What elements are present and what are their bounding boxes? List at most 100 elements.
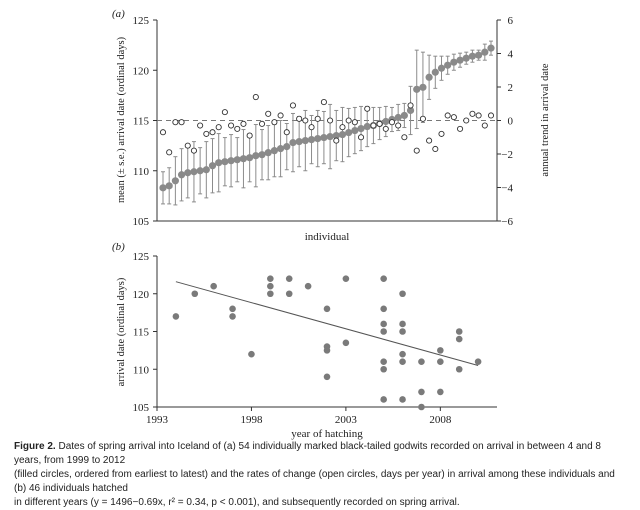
hatch-year-point <box>455 328 463 335</box>
annual-trend-point <box>197 122 204 129</box>
right-y-tick-label: 0 <box>508 116 514 128</box>
annual-trend-point <box>370 122 377 129</box>
mean-arrival-point <box>159 184 167 192</box>
annual-trend-point <box>457 125 464 132</box>
mean-arrival-point <box>450 58 458 66</box>
mean-arrival-point <box>171 177 179 185</box>
panel-b: (b) 105 110 115 120 125 1993 1998 2003 2008 yea… <box>112 241 497 440</box>
y-tick-label: 120 <box>133 289 150 301</box>
annual-trend-point <box>320 99 327 106</box>
mean-arrival-point <box>289 139 297 147</box>
annual-trend-point <box>475 112 482 119</box>
mean-arrival-point <box>227 157 235 165</box>
caption-line-2: (filled circles, ordered from earliest t… <box>14 469 615 494</box>
annual-trend-point <box>469 110 476 117</box>
annual-trend-point <box>407 102 414 109</box>
mean-arrival-point <box>264 149 272 157</box>
mean-arrival-point <box>320 133 328 142</box>
mean-arrival-point <box>202 166 210 174</box>
annual-trend-point <box>333 137 340 144</box>
mean-arrival-point <box>431 68 439 76</box>
mean-arrival-point <box>295 138 303 146</box>
mean-arrival-point <box>468 52 477 60</box>
annual-trend-point <box>228 122 235 129</box>
annual-trend-point <box>296 115 303 122</box>
annual-trend-point <box>401 134 408 141</box>
annual-trend-point <box>289 102 297 109</box>
mean-arrival-point <box>165 182 173 190</box>
annual-trend-point <box>444 112 451 119</box>
mean-arrival-point <box>400 111 408 120</box>
hatch-year-point <box>418 358 425 366</box>
mean-arrival-point <box>221 158 229 166</box>
hatch-year-point <box>191 290 199 298</box>
hatch-year-point <box>399 358 406 366</box>
y-tick-label: 125 <box>133 251 150 263</box>
right-y-tick-label: 6 <box>508 15 514 27</box>
hatch-year-point <box>285 290 293 298</box>
x-tick-label: 2003 <box>335 414 358 426</box>
mean-arrival-point <box>314 134 322 143</box>
hatch-year-point <box>248 350 255 358</box>
mean-arrival-point <box>276 145 285 153</box>
y-tick-label: 115 <box>133 116 150 128</box>
annual-trend-point <box>184 142 191 149</box>
regression-line <box>175 281 479 366</box>
mean-arrival-point <box>208 162 217 170</box>
mean-arrival-point <box>190 168 198 176</box>
hatch-year-point <box>267 275 274 282</box>
annual-trend-point <box>450 114 457 121</box>
annual-trend-point <box>190 147 197 154</box>
y-tick-label: 105 <box>133 402 150 414</box>
mean-arrival-point <box>345 128 353 137</box>
right-y-tick-label: −4 <box>501 183 513 195</box>
hatch-year-point <box>437 358 444 366</box>
annual-trend-point <box>246 132 253 139</box>
mean-arrival-point <box>196 167 204 175</box>
annual-trend-point <box>314 115 321 122</box>
annual-trend-point <box>240 120 247 127</box>
y-tick-label: 125 <box>133 15 150 27</box>
panel-a-label: (a) <box>112 8 125 20</box>
mean-arrival-point <box>332 131 340 140</box>
mean-arrival-point <box>233 156 241 164</box>
annual-trend-point <box>351 119 358 126</box>
y-tick-label: 110 <box>133 364 150 376</box>
panel-a-y-axis-label: mean (± s.e.) arrival date (ordinal days… <box>116 36 127 203</box>
hatch-year-point <box>229 305 236 313</box>
annual-trend-point <box>277 112 284 119</box>
mean-arrival-point <box>270 147 278 155</box>
mean-arrival-point <box>246 154 254 162</box>
mean-arrival-point <box>437 64 446 72</box>
hatch-year-point <box>380 320 387 328</box>
hatch-year-point <box>399 320 406 328</box>
annual-trend-point <box>166 149 173 156</box>
annual-trend-point <box>432 145 439 153</box>
figure-caption: Figure 2. Dates of spring arrival into I… <box>14 440 628 510</box>
hatch-year-point <box>210 282 217 290</box>
annual-trend-point <box>172 119 179 126</box>
annual-trend-point <box>215 124 222 131</box>
annual-trend-point <box>327 117 334 124</box>
hatch-year-point <box>172 313 180 320</box>
x-tick-label: 1993 <box>146 414 169 426</box>
mean-arrival-point <box>338 130 347 139</box>
y-tick-label: 120 <box>133 65 150 77</box>
mean-arrival-point <box>307 135 316 144</box>
annual-trend-point <box>438 130 445 137</box>
mean-arrival-point <box>406 106 415 115</box>
hatch-year-point <box>380 305 387 313</box>
right-y-tick-label: 4 <box>508 49 514 61</box>
mean-arrival-point <box>394 113 402 122</box>
right-y-tick-label: −6 <box>501 216 513 228</box>
hatch-year-point <box>380 275 387 282</box>
panel-a-x-axis-label: individual <box>305 231 350 243</box>
annual-trend-point <box>203 130 210 137</box>
annual-trend-point <box>271 119 278 126</box>
mean-arrival-point <box>215 159 223 167</box>
annual-trend-point <box>265 110 272 117</box>
hatch-year-point <box>399 350 406 358</box>
mean-arrival-point <box>425 73 433 81</box>
hatch-year-point <box>229 313 236 320</box>
hatch-year-point <box>455 365 463 373</box>
